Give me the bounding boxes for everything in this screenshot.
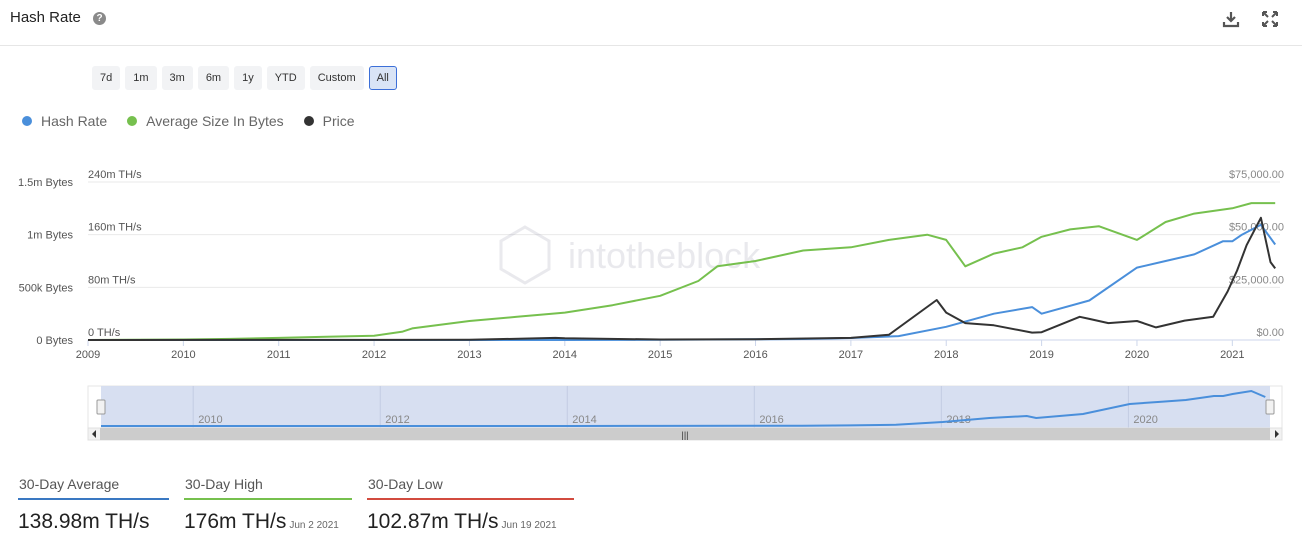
x-tick-label: 2019	[1029, 349, 1053, 361]
y-tick-label-price: $75,000.00	[1229, 169, 1284, 181]
y-tick-label-hashrate: 0 TH/s	[88, 327, 121, 339]
chart-legend: Hash Rate Average Size In Bytes Price	[22, 113, 375, 129]
stat-value: 138.98m TH/s	[18, 510, 150, 533]
page-title: Hash Rate	[10, 9, 81, 26]
stat-rule	[18, 498, 169, 500]
x-tick-label: 2017	[839, 349, 863, 361]
navigator-selected-range	[101, 386, 1270, 428]
series-line-average-size-in-bytes	[87, 202, 1276, 341]
x-tick-label: 2021	[1220, 349, 1244, 361]
x-tick-label: 2014	[553, 349, 577, 361]
legend-dot	[22, 116, 32, 126]
y-tick-label-bytes: 0 Bytes	[36, 335, 73, 347]
watermark-group: intotheblock	[499, 225, 761, 285]
range-custom-button[interactable]: Custom	[309, 66, 364, 90]
navigator-right-handle	[1265, 399, 1275, 415]
stat-date: Jun 2 2021	[289, 520, 339, 531]
legend-label: Hash Rate	[41, 113, 108, 129]
y-tick-label-hashrate: 80m TH/s	[88, 274, 136, 286]
x-tick-label: 2016	[743, 349, 767, 361]
y-tick-label-hashrate: 160m TH/s	[88, 222, 142, 234]
chart-navigator[interactable]: 2010 2012 2014 2016 2018 2020|||	[0, 380, 1302, 445]
range-selector: 7d 1m 3m 6m 1y YTD Custom All	[92, 66, 397, 90]
y-tick-label-hashrate: 240m TH/s	[88, 169, 142, 181]
navigator-label: 2020	[1133, 414, 1157, 426]
stat-value: 176m TH/s Jun 2 2021	[184, 510, 339, 533]
legend-dot	[127, 116, 138, 126]
stat-rule	[184, 498, 352, 500]
legend-label: Price	[322, 113, 355, 129]
help-icon[interactable]: ?	[93, 12, 106, 25]
range-ytd-button[interactable]: YTD	[266, 66, 305, 90]
legend-item-price[interactable]: Price	[303, 113, 355, 129]
x-tick-label: 2013	[457, 349, 481, 361]
stat-label: 30-Day High	[185, 476, 263, 492]
legend-item-average-size[interactable]: Average Size In Bytes	[127, 113, 284, 129]
scrollbar-thumb	[100, 428, 1270, 440]
y-tick-label-bytes: 1m Bytes	[27, 230, 73, 242]
y-tick-label-bytes: 500k Bytes	[19, 282, 74, 294]
stat-30-day-average: 30-Day Average 138.98m TH/s	[18, 476, 169, 534]
legend-dot	[303, 116, 314, 126]
range-6m-button[interactable]: 6m	[197, 66, 230, 90]
legend-label: Average Size In Bytes	[146, 113, 284, 129]
expand-icon[interactable]	[1261, 10, 1279, 28]
x-tick-label: 2012	[362, 349, 386, 361]
range-7d-button[interactable]: 7d	[92, 66, 121, 90]
navigator-series-line	[101, 389, 1266, 427]
navigator-label: 2010	[198, 414, 222, 426]
stat-label: 30-Day Average	[19, 476, 120, 492]
stats-panel: 30-Day Average 138.98m TH/s 30-Day High …	[18, 476, 589, 534]
scrollbar-grip-icon: |||	[681, 430, 688, 440]
y-tick-label-price: $0.00	[1256, 327, 1284, 339]
navigator-label: 2012	[385, 414, 409, 426]
stat-30-day-high: 30-Day High 176m TH/s Jun 2 2021	[184, 476, 352, 534]
y-tick-label-bytes: 1.5m Bytes	[18, 177, 74, 189]
stat-label: 30-Day Low	[368, 476, 443, 492]
x-tick-label: 2020	[1125, 349, 1149, 361]
navigator-label: 2014	[572, 414, 596, 426]
main-chart[interactable]: intotheblock 0 Bytes 500k Bytes 1m Bytes 1.5…	[0, 150, 1302, 365]
range-1m-button[interactable]: 1m	[125, 66, 157, 90]
x-tick-label: 2015	[648, 349, 672, 361]
widget-header: Hash Rate ?	[0, 0, 1302, 46]
x-tick-label: 2018	[934, 349, 958, 361]
scroll-left-arrow-icon	[92, 430, 96, 438]
watermark-logo-icon	[499, 225, 551, 285]
range-1y-button[interactable]: 1y	[234, 66, 262, 90]
stat-date: Jun 19 2021	[501, 520, 557, 531]
download-icon[interactable]	[1222, 10, 1240, 28]
x-tick-label: 2009	[76, 349, 100, 361]
y-tick-label-price: $25,000.00	[1229, 274, 1284, 286]
scroll-right-arrow-icon	[1275, 430, 1279, 438]
range-all-button[interactable]: All	[368, 66, 397, 90]
watermark-text: intotheblock	[568, 235, 761, 276]
navigator-label: 2016	[759, 414, 783, 426]
stat-value: 102.87m TH/s Jun 19 2021	[367, 510, 557, 533]
x-tick-label: 2011	[267, 349, 291, 361]
stat-rule	[367, 498, 574, 500]
x-tick-label: 2010	[171, 349, 195, 361]
stat-30-day-low: 30-Day Low 102.87m TH/s Jun 19 2021	[367, 476, 574, 534]
legend-item-hash-rate[interactable]: Hash Rate	[22, 113, 107, 129]
range-3m-button[interactable]: 3m	[161, 66, 193, 90]
navigator-left-handle	[96, 399, 106, 415]
series-line-price	[87, 216, 1277, 341]
